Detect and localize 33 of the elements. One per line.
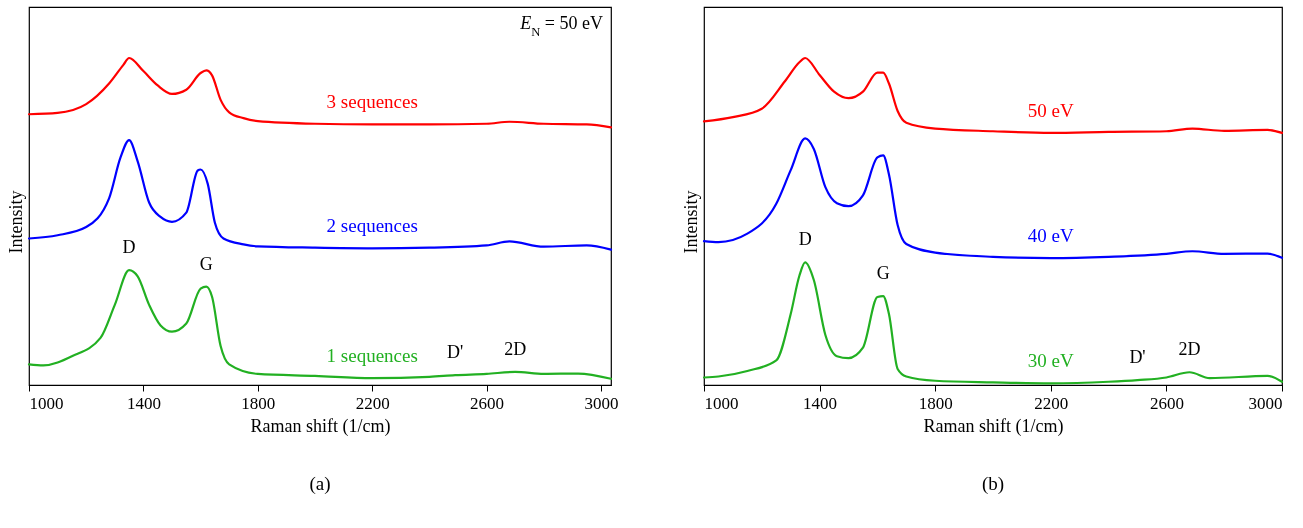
- x-tick-label: 1000: [704, 393, 739, 413]
- x-tick-label: 2600: [470, 393, 505, 413]
- series-label: 1 sequences: [326, 345, 418, 367]
- y-axis-title: Intensity: [680, 190, 701, 254]
- annotation: G: [199, 253, 213, 274]
- series-label: 40 eV: [1027, 225, 1075, 247]
- x-tick-label: 2200: [1034, 393, 1069, 413]
- annotation: D: [798, 229, 812, 250]
- x-tick-label: 1800: [918, 393, 953, 413]
- x-tick-label: 3000: [1248, 393, 1283, 413]
- text: (a): [309, 473, 331, 495]
- annotation: D': [1129, 347, 1146, 368]
- annotation: 2D: [504, 338, 527, 359]
- text: (b): [981, 473, 1005, 495]
- text: E$_{N}$ = 50 eV: [519, 13, 603, 39]
- series-label: 2 sequences: [326, 215, 418, 237]
- x-tick-label: 1400: [126, 393, 161, 413]
- annotation: D': [447, 342, 464, 363]
- series-label: 3 sequences: [326, 91, 418, 113]
- annotation: G: [876, 263, 890, 284]
- series-label: 50 eV: [1027, 99, 1075, 121]
- x-axis-title: Raman shift (1/cm): [250, 415, 391, 437]
- x-tick-label: 1800: [241, 393, 276, 413]
- annotation: 2D: [1178, 339, 1201, 360]
- y-axis-title: Intensity: [5, 190, 26, 254]
- x-tick-label: 2600: [1149, 393, 1184, 413]
- x-tick-label: 3000: [584, 393, 619, 413]
- x-axis-title: Raman shift (1/cm): [923, 415, 1064, 437]
- x-tick-label: 2200: [355, 393, 390, 413]
- x-tick-label: 1400: [803, 393, 838, 413]
- x-tick-label: 1000: [29, 393, 64, 413]
- series-label: 30 eV: [1027, 350, 1075, 372]
- annotation: D: [122, 237, 136, 258]
